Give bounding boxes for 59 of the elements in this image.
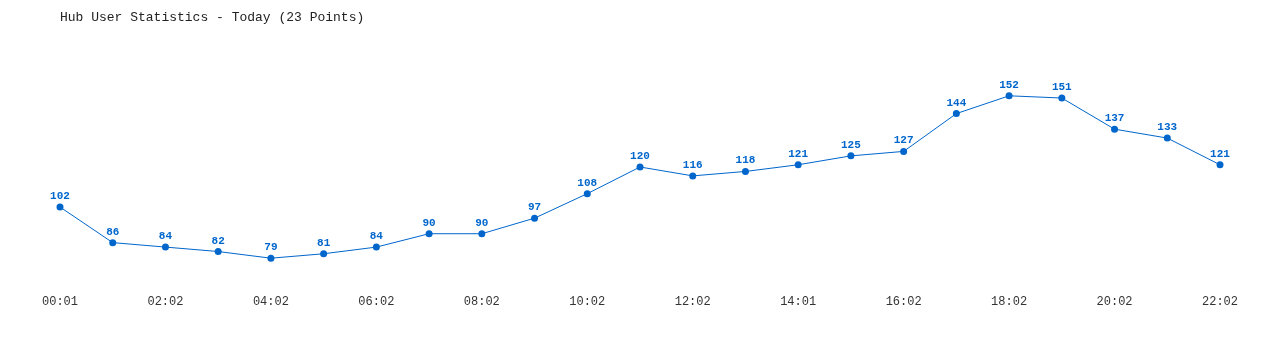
point xyxy=(425,230,433,238)
data-label: 127 xyxy=(893,134,914,147)
x-tick-label: 12:02 xyxy=(674,294,711,309)
data-label: 82 xyxy=(211,234,225,247)
x-tick-label: 10:02 xyxy=(569,294,606,309)
point xyxy=(1005,92,1013,100)
data-label: 121 xyxy=(1210,147,1231,160)
x-tick-label: 04:02 xyxy=(252,294,289,309)
point xyxy=(847,152,855,160)
point xyxy=(1216,161,1224,169)
data-label: 118 xyxy=(735,154,756,167)
data-label: 84 xyxy=(369,230,384,243)
data-label: 151 xyxy=(1051,81,1073,94)
point xyxy=(636,163,644,171)
data-label: 108 xyxy=(577,176,598,189)
point xyxy=(56,203,64,211)
x-tick-label: 06:02 xyxy=(358,294,395,309)
data-label: 81 xyxy=(317,236,331,249)
point xyxy=(161,243,169,251)
point xyxy=(583,190,591,198)
x-tick-label: 08:02 xyxy=(463,294,500,309)
point xyxy=(689,172,697,180)
data-label: 137 xyxy=(1104,112,1125,125)
x-tick-label: 18:02 xyxy=(991,294,1028,309)
point xyxy=(214,248,222,256)
data-label: 133 xyxy=(1157,121,1178,134)
data-label: 97 xyxy=(527,201,542,214)
x-tick-label: 16:02 xyxy=(885,294,922,309)
data-label: 102 xyxy=(50,190,70,203)
point xyxy=(900,147,908,155)
x-tick-label: 02:02 xyxy=(147,294,184,309)
data-label: 152 xyxy=(999,78,1019,91)
point xyxy=(267,254,275,262)
data-label: 121 xyxy=(788,147,809,160)
point xyxy=(952,110,960,118)
data-label: 90 xyxy=(475,216,489,229)
point xyxy=(1163,134,1171,142)
point xyxy=(372,243,380,251)
x-tick-label: 00:01 xyxy=(41,294,79,309)
data-label: 125 xyxy=(841,138,862,151)
data-label: 79 xyxy=(264,241,278,254)
point xyxy=(794,161,802,169)
data-label: 84 xyxy=(158,230,173,243)
point xyxy=(741,167,749,175)
point xyxy=(109,239,117,247)
data-label: 86 xyxy=(106,225,120,238)
x-tick-label: 22:02 xyxy=(1201,294,1239,309)
data-label: 116 xyxy=(682,158,703,171)
point xyxy=(478,230,486,238)
point xyxy=(1058,94,1066,102)
data-label: 120 xyxy=(630,149,650,162)
point xyxy=(1111,125,1119,133)
data-label: 144 xyxy=(946,96,967,109)
point xyxy=(320,250,328,258)
point xyxy=(531,214,539,222)
chart-title: Hub User Statistics - Today (23 Points) xyxy=(60,10,365,25)
x-tick-label: 14:01 xyxy=(780,294,817,309)
x-tick-label: 20:02 xyxy=(1096,294,1133,309)
data-label: 90 xyxy=(422,216,436,229)
